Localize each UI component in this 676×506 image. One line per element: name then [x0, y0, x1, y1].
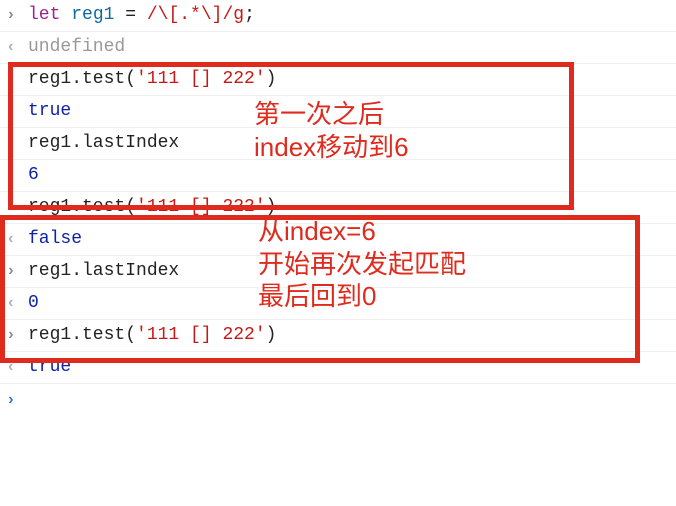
input-arrow-icon [6, 195, 28, 219]
prompt-arrow-icon [6, 388, 28, 412]
code-text: true [28, 98, 71, 125]
output-arrow-icon [6, 99, 28, 123]
console-output: let reg1 = /\[.*\]/g; undefined reg1.test(… [0, 0, 676, 384]
console-output-line: 0 [0, 288, 676, 320]
code-text: reg1.test('111 [] 222') [28, 322, 276, 349]
console-input-line: reg1.lastIndex [0, 128, 676, 160]
code-text: reg1.test('111 [] 222') [28, 194, 276, 221]
output-arrow-icon [6, 291, 28, 315]
code-text: false [28, 226, 82, 253]
input-arrow-icon [6, 67, 28, 91]
console-prompt-line[interactable] [0, 384, 676, 416]
output-arrow-icon [6, 227, 28, 251]
input-arrow-icon [6, 131, 28, 155]
input-arrow-icon [6, 3, 28, 27]
console-input-line: reg1.test('111 [] 222') [0, 320, 676, 352]
console-output-line: true [0, 96, 676, 128]
console-input-line: reg1.test('111 [] 222') [0, 192, 676, 224]
console-output-line: false [0, 224, 676, 256]
output-arrow-icon [6, 35, 28, 59]
code-text: let reg1 = /\[.*\]/g; [28, 2, 255, 29]
input-arrow-icon [6, 259, 28, 283]
console-output-line: undefined [0, 32, 676, 64]
code-text: reg1.lastIndex [28, 130, 179, 157]
code-text: undefined [28, 34, 125, 61]
input-arrow-icon [6, 323, 28, 347]
output-arrow-icon [6, 355, 28, 379]
code-text: reg1.lastIndex [28, 258, 179, 285]
console-input-line: let reg1 = /\[.*\]/g; [0, 0, 676, 32]
output-arrow-icon [6, 163, 28, 187]
code-text: 0 [28, 290, 39, 317]
console-output-line: 6 [0, 160, 676, 192]
console-input-line: reg1.test('111 [] 222') [0, 64, 676, 96]
code-text: reg1.test('111 [] 222') [28, 66, 276, 93]
code-text: true [28, 354, 71, 381]
console-output-line: true [0, 352, 676, 384]
console-input-line: reg1.lastIndex [0, 256, 676, 288]
code-text: 6 [28, 162, 39, 189]
